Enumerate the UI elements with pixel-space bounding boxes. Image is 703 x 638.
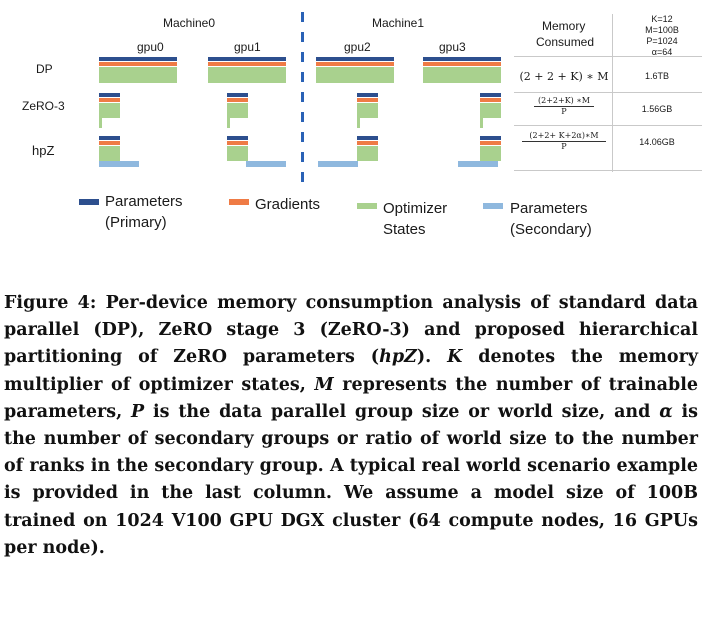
machine-divider	[301, 72, 304, 82]
row-label-zero3: ZeRO-3	[22, 99, 65, 113]
param-k: K=12	[651, 14, 673, 24]
formula-zero3-denominator: P	[561, 107, 567, 116]
legend-label-gradients: Gradients	[255, 196, 321, 213]
legend-swatch-optimizer-states	[357, 203, 377, 209]
value-hpz: 14.06GB	[639, 137, 675, 147]
value-dp: 1.6TB	[644, 71, 669, 81]
legend-label-parameters-secondary: Parameters (Secondary)	[510, 200, 592, 238]
table-params: K=12 M=100B P=1024 α=64	[636, 14, 688, 58]
machine-divider	[301, 92, 304, 102]
gpu-label-1: gpu1	[234, 40, 261, 54]
formula-hpz: (2+2+ K+2α)∗M P	[518, 131, 610, 152]
formula-dp: (2 + 2 + K) ∗ M	[519, 70, 609, 83]
table-header-memory: Memory	[542, 19, 586, 33]
formula-zero3-numerator: (2+2+K) ∗M	[534, 96, 594, 107]
legend-label-parameters-primary: Parameters (Primary)	[105, 193, 183, 231]
value-zero3: 1.56GB	[641, 104, 673, 114]
row-label-hpz: hpZ	[32, 143, 55, 158]
figure-diagram: Machine0 Machine1 gpu0 gpu1 gpu2 gpu3 DP…	[0, 0, 703, 250]
machine-divider	[301, 172, 304, 182]
machine-label-0: Machine0	[163, 16, 216, 30]
param-p: P=1024	[646, 36, 678, 46]
caption-label: Figure 4:	[4, 293, 97, 313]
figure-caption: Figure 4: Per-device memory consumption …	[4, 293, 699, 558]
gpu-label-0: gpu0	[137, 40, 164, 54]
machine-divider	[301, 52, 304, 62]
machine-divider	[301, 12, 304, 22]
param-alpha: α=64	[651, 47, 673, 57]
gpu-label-2: gpu2	[344, 40, 371, 54]
gpu-label-3: gpu3	[439, 40, 466, 54]
legend-swatch-parameters-secondary	[483, 203, 503, 209]
table-header-consumed: Consumed	[536, 35, 595, 49]
machine-divider	[301, 152, 304, 162]
param-m: M=100B	[645, 25, 679, 35]
row-label-dp: DP	[36, 62, 53, 76]
legend-swatch-parameters-primary	[79, 199, 99, 205]
machine-divider	[301, 32, 304, 42]
formula-hpz-denominator: P	[561, 142, 567, 151]
legend-swatch-gradients	[229, 199, 249, 205]
formula-hpz-numerator: (2+2+ K+2α)∗M	[522, 131, 606, 142]
machine-divider	[301, 112, 304, 122]
formula-zero3: (2+2+K) ∗M P	[518, 96, 610, 117]
machine-label-1: Machine1	[372, 16, 425, 30]
machine-divider	[301, 132, 304, 142]
legend-label-optimizer-states: Optimizer States	[383, 200, 448, 238]
